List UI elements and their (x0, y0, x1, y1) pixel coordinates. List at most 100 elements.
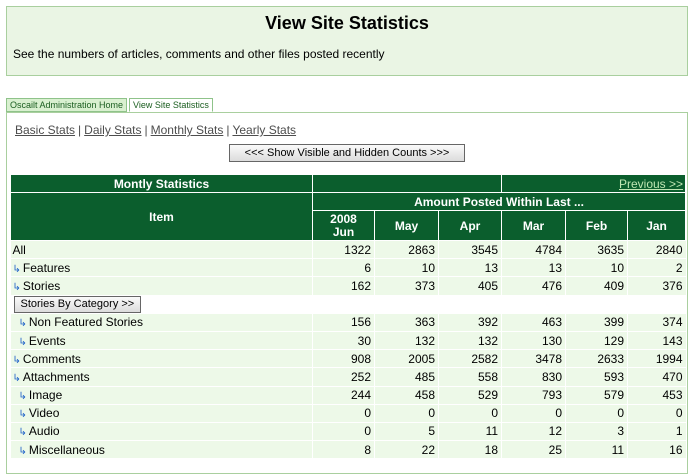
value-cell: 373 (374, 276, 439, 296)
value-cell: 1994 (627, 349, 686, 369)
value-cell: 485 (374, 367, 439, 387)
value-cell: 529 (437, 386, 502, 405)
row-label: Features (22, 260, 71, 275)
sub-item-arrow-icon: ↳ (18, 336, 27, 348)
section-title: Montly Statistics (10, 174, 313, 193)
row-label-cell: ↳ Comments (10, 349, 313, 369)
row-label: Comments (22, 351, 81, 366)
value-cell: 363 (374, 313, 439, 332)
stories-by-category-button[interactable]: Stories By Category >> (13, 295, 142, 313)
sub-item-arrow-icon: ↳ (18, 427, 27, 439)
value-cell: 0 (501, 404, 566, 423)
table-row: All 1322 2863 3545 4784 3635 2840 (10, 240, 686, 260)
previous-link[interactable]: Previous >> (618, 176, 684, 191)
monthly-stats-table: Montly Statistics Previous >> Item Amoun… (10, 174, 687, 460)
category-button-cell: Stories By Category >> (10, 295, 686, 314)
monthly-stats-link[interactable]: Monthly Stats (150, 123, 224, 137)
row-label: Stories (22, 278, 61, 293)
value-cell: 132 (374, 331, 439, 351)
value-cell: 4784 (501, 240, 566, 260)
value-cell: 392 (437, 313, 502, 332)
row-label: Attachments (22, 369, 90, 384)
value-cell: 0 (312, 422, 375, 442)
row-label-cell: ↳ Miscellaneous (10, 440, 313, 460)
table-row: ↳ Image 244 458 529 793 579 453 (10, 386, 686, 405)
nav-separator: | (226, 123, 230, 137)
table-row: ↳ Audio 0 5 11 12 3 1 (10, 422, 686, 442)
value-cell: 0 (374, 404, 439, 423)
value-cell: 25 (501, 440, 566, 460)
table-row: ↳ Features 6 10 13 13 10 2 (10, 258, 686, 278)
table-row: ↳ Comments 908 2005 2582 3478 2633 1994 (10, 349, 686, 369)
yearly-stats-link[interactable]: Yearly Stats (232, 123, 297, 137)
nav-separator: | (78, 123, 82, 137)
show-hidden-counts-button[interactable]: <<< Show Visible and Hidden Counts >>> (229, 144, 465, 162)
year-label: 2008 (330, 211, 357, 226)
sub-item-arrow-icon: ↳ (12, 281, 21, 293)
value-cell: 12 (501, 422, 566, 442)
value-cell: 143 (627, 331, 686, 351)
value-cell: 16 (627, 440, 686, 460)
table-row: ↳ Non Featured Stories 156 363 392 463 399 374 (10, 313, 686, 332)
row-label: Image (28, 388, 63, 403)
value-cell: 6 (312, 258, 375, 278)
value-cell: 1322 (312, 240, 375, 260)
value-cell: 2633 (565, 349, 628, 369)
sub-item-arrow-icon: ↳ (12, 354, 21, 366)
month-header-0: 2008 Jun (312, 210, 375, 241)
value-cell: 2005 (374, 349, 439, 369)
basic-stats-link[interactable]: Basic Stats (15, 123, 76, 137)
row-label: Miscellaneous (28, 442, 105, 457)
amount-header: Amount Posted Within Last ... (311, 192, 687, 211)
value-cell: 0 (312, 404, 375, 423)
value-cell: 252 (312, 367, 375, 387)
sub-item-arrow-icon: ↳ (18, 445, 27, 457)
row-label: Audio (28, 424, 60, 439)
value-cell: 22 (374, 440, 439, 460)
row-label-cell: ↳ Audio (10, 422, 313, 442)
value-cell: 558 (437, 367, 502, 387)
page-subtitle: See the numbers of articles, comments an… (13, 47, 385, 61)
tab-view-site-statistics[interactable]: View Site Statistics (129, 98, 213, 112)
value-cell: 2582 (437, 349, 502, 369)
value-cell: 830 (501, 367, 566, 387)
header-panel: View Site Statistics See the numbers of … (6, 6, 688, 76)
month-header-4: Feb (565, 210, 629, 241)
stats-nav: Basic Stats | Daily Stats | Monthly Stats | Ye… (15, 123, 296, 137)
tab-admin-home[interactable]: Oscailt Administration Home (6, 98, 128, 112)
daily-stats-link[interactable]: Daily Stats (84, 123, 142, 137)
value-cell: 476 (501, 276, 566, 296)
sub-item-arrow-icon: ↳ (18, 318, 27, 330)
row-label: Events (28, 333, 66, 348)
value-cell: 129 (565, 331, 628, 351)
value-cell: 463 (501, 313, 566, 332)
table-row: ↳ Events 30 132 132 130 129 143 (10, 331, 686, 351)
month-header-1: May (374, 210, 439, 241)
row-label-cell: All (10, 240, 313, 260)
item-column-header: Item (10, 192, 313, 241)
value-cell: 453 (627, 386, 686, 405)
value-cell: 3545 (437, 240, 502, 260)
value-cell: 1 (627, 422, 686, 442)
value-cell: 132 (437, 331, 502, 351)
value-cell: 156 (312, 313, 375, 332)
value-cell: 3635 (565, 240, 628, 260)
previous-cell: Previous >> (501, 174, 687, 193)
value-cell: 374 (627, 313, 686, 332)
value-cell: 11 (437, 422, 502, 442)
table-row: ↳ Stories 162 373 405 476 409 376 (10, 276, 686, 296)
value-cell: 3 (565, 422, 628, 442)
page-title: View Site Statistics (265, 13, 429, 33)
row-label-cell: ↳ Image (10, 386, 313, 405)
value-cell: 2863 (374, 240, 439, 260)
value-cell: 2840 (627, 240, 686, 260)
value-cell: 593 (565, 367, 628, 387)
value-cell: 10 (374, 258, 439, 278)
value-cell: 405 (437, 276, 502, 296)
value-cell: 30 (312, 331, 375, 351)
value-cell: 579 (565, 386, 628, 405)
row-label-cell: ↳ Video (10, 404, 313, 423)
sub-item-arrow-icon: ↳ (18, 391, 27, 403)
table-row: ↳ Video 0 0 0 0 0 0 (10, 404, 686, 423)
value-cell: 409 (565, 276, 628, 296)
